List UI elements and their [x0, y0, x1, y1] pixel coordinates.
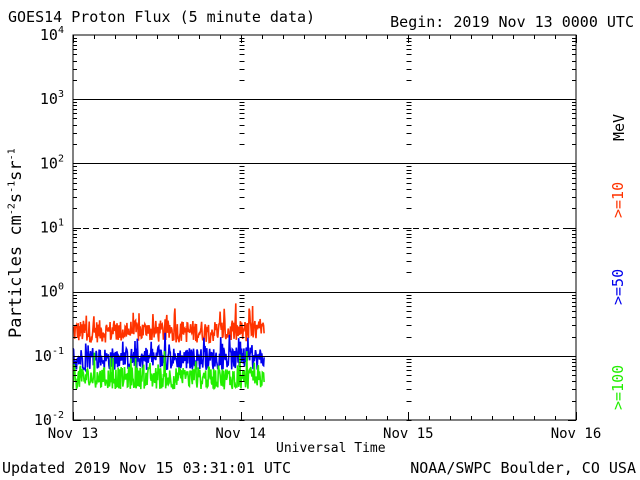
x-axis-label: Universal Time: [276, 441, 386, 456]
y-tick-label: 10-2: [34, 410, 64, 429]
series-line-0: [72, 303, 265, 344]
series-group: [72, 303, 265, 391]
y-tick-label: 104: [40, 25, 64, 44]
y-tick-label: 10-1: [34, 346, 64, 365]
begin-time: Begin: 2019 Nov 13 0000 UTC: [390, 13, 634, 31]
x-tick-label: Nov 13: [48, 426, 99, 442]
y-tick-label: 102: [40, 153, 64, 172]
x-tick-label: Nov 15: [383, 426, 434, 442]
updated-timestamp: Updated 2019 Nov 15 03:31:01 UTC: [2, 459, 291, 477]
y-tick-label: 101: [40, 218, 64, 237]
x-tick-label: Nov 14: [215, 426, 266, 442]
legend-ge100: >=100: [609, 364, 627, 410]
x-tick-label: Nov 16: [551, 426, 602, 442]
y-axis-label: Particles cm-2s-1sr-1: [6, 148, 26, 338]
legend-ge10: >=10: [609, 181, 627, 218]
plot-frame: [72, 34, 577, 421]
legend-ge50: >=50: [609, 268, 627, 305]
series-line-1: [72, 332, 265, 373]
credit-text: NOAA/SWPC Boulder, CO USA: [410, 459, 636, 477]
chart-title: GOES14 Proton Flux (5 minute data): [8, 8, 316, 26]
grid-group: [73, 99, 576, 357]
series-line-2: [72, 350, 265, 391]
y-tick-label: 103: [40, 89, 64, 108]
y-tick-label: 100: [40, 282, 64, 301]
legend-unit: MeV: [610, 113, 628, 141]
tick-labels-group: Nov 13 Nov 14 Nov 15 Nov 16 10-2 10-1 100 101 10…: [34, 25, 601, 442]
